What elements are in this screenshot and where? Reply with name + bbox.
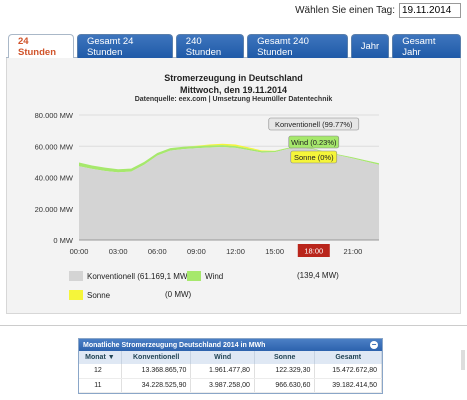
legend-wind-label: Wind — [205, 271, 224, 281]
sort-icon: ▼ — [107, 354, 115, 361]
series-konventionell-area — [79, 147, 379, 240]
tooltip-sonne-box — [290, 150, 338, 164]
monthly-table: Monatliche Stromerzeugung Deutschland 20… — [78, 338, 383, 394]
y-tick-label: 0 MW — [53, 236, 74, 245]
minus-icon[interactable]: − — [370, 340, 378, 349]
x-tick-label: 03:00 — [109, 247, 128, 256]
col-gesamt[interactable]: Gesamt — [314, 351, 382, 364]
konventionell-swatch — [69, 271, 83, 281]
cell-sonne: 122.329,30 — [254, 364, 316, 379]
legend-sonne-value-text: (0 MW) — [165, 290, 192, 299]
legend-konventionell-label: Konventionell (61.169,1 MW) — [87, 271, 191, 281]
cell-konventionell: 34.228.525,90 — [121, 378, 192, 393]
x-tick-label: 15:00 — [265, 247, 284, 256]
x-tick-label: 06:00 — [148, 247, 167, 256]
tooltip-wind: Wind (0.23%) — [291, 138, 337, 147]
legend-sonne[interactable]: Sonne — [69, 290, 110, 300]
legend-sonne-value: (0 MW) — [165, 290, 191, 299]
tooltip-wind-box — [288, 135, 340, 149]
cell-monat: 12 — [79, 364, 122, 379]
legend-wind-value-text: (139,4 MW) — [297, 271, 339, 280]
x-tick-label: 09:00 — [187, 247, 206, 256]
tooltip-konventionell: Konventionell (99.77%) — [275, 120, 353, 129]
table-header-bar: Monatliche Stromerzeugung Deutschland 20… — [79, 339, 382, 351]
cell-sonne: 966.630,60 — [254, 378, 316, 393]
sonne-swatch — [69, 290, 83, 300]
tab-24-stunden[interactable]: 24 Stunden — [8, 34, 74, 59]
tab-jahr[interactable]: Jahr — [350, 34, 390, 58]
x-tick-label: 00:00 — [70, 247, 89, 256]
legend-wind-value: (139,4 MW) — [297, 271, 339, 280]
tab-gesamt-240-stunden[interactable]: Gesamt 240 Stunden — [247, 34, 348, 58]
tooltip-sonne: Sonne (0%) — [294, 153, 334, 162]
y-tick-label: 80.000 MW — [35, 111, 74, 120]
cell-monat: 11 — [79, 378, 122, 393]
data-table: Monat ▼ Konventionell Wind Sonne Gesamt … — [79, 351, 382, 393]
scrollbar[interactable] — [461, 350, 465, 370]
cell-konventionell: 13.368.865,70 — [121, 364, 192, 379]
cell-wind: 3.987.258,00 — [190, 378, 255, 393]
table-header-row: Monat ▼ Konventionell Wind Sonne Gesamt — [79, 351, 382, 364]
x-tick-label: 12:00 — [226, 247, 245, 256]
tab-gesamt-24-stunden[interactable]: Gesamt 24 Stunden — [76, 34, 173, 58]
date-picker: Wählen Sie einen Tag: — [295, 3, 461, 18]
chart-panel: Stromerzeugung in Deutschland Mittwoch, … — [6, 58, 461, 314]
cell-gesamt: 15.472.672,80 — [314, 364, 382, 379]
tab-240-stunden[interactable]: 240 Stunden — [175, 34, 245, 58]
legend-wind[interactable]: Wind — [187, 271, 223, 281]
x-tick-label: 21:00 — [344, 247, 363, 256]
cell-wind: 1.961.477,80 — [190, 364, 255, 379]
table-row[interactable]: 12 13.368.865,70 1.961.477,80 122.329,30… — [79, 364, 382, 379]
divider — [0, 325, 467, 326]
wind-swatch — [187, 271, 201, 281]
y-tick-label: 20.000 MW — [35, 205, 74, 214]
y-tick-label: 40.000 MW — [35, 174, 74, 183]
legend-sonne-label: Sonne — [87, 290, 111, 300]
tab-bar: 24 Stunden Gesamt 24 Stunden 240 Stunden… — [6, 34, 462, 59]
time-marker — [297, 244, 330, 257]
chart-title-line: Stromerzeugung in Deutschland — [164, 73, 303, 83]
chart-source: Datenquelle: eex.com | Umsetzung Heumüll… — [134, 96, 333, 103]
cell-gesamt: 39.182.414,50 — [314, 378, 382, 393]
date-picker-label: Wählen Sie einen Tag: — [295, 5, 395, 16]
col-monat[interactable]: Monat ▼ — [79, 351, 122, 364]
col-monat-label: Monat — [85, 354, 106, 361]
y-tick-label: 60.000 MW — [35, 142, 74, 151]
series-wind-area — [79, 145, 379, 173]
chart-title: Stromerzeugung in Deutschland Mittwoch, … — [7, 72, 460, 96]
col-konventionell[interactable]: Konventionell — [121, 351, 192, 364]
tooltip-konventionell-box — [268, 117, 360, 131]
table-row[interactable]: 11 34.228.525,90 3.987.258,00 966.630,60… — [79, 378, 382, 393]
chart-subtitle: Mittwoch, den 19.11.2014 — [179, 85, 288, 95]
col-sonne[interactable]: Sonne — [254, 351, 316, 364]
legend-konventionell[interactable]: Konventionell (61.169,1 MW) — [69, 271, 190, 281]
area-chart[interactable]: 0 MW 20.000 MW 40.000 MW 60.000 MW 80.000 MW… — [7, 58, 462, 314]
time-marker-label: 18:00 — [304, 247, 323, 256]
date-input[interactable] — [399, 3, 461, 18]
tab-gesamt-jahr[interactable]: Gesamt Jahr — [392, 34, 462, 58]
col-wind[interactable]: Wind — [190, 351, 255, 364]
table-title: Monatliche Stromerzeugung Deutschland 20… — [83, 341, 266, 349]
